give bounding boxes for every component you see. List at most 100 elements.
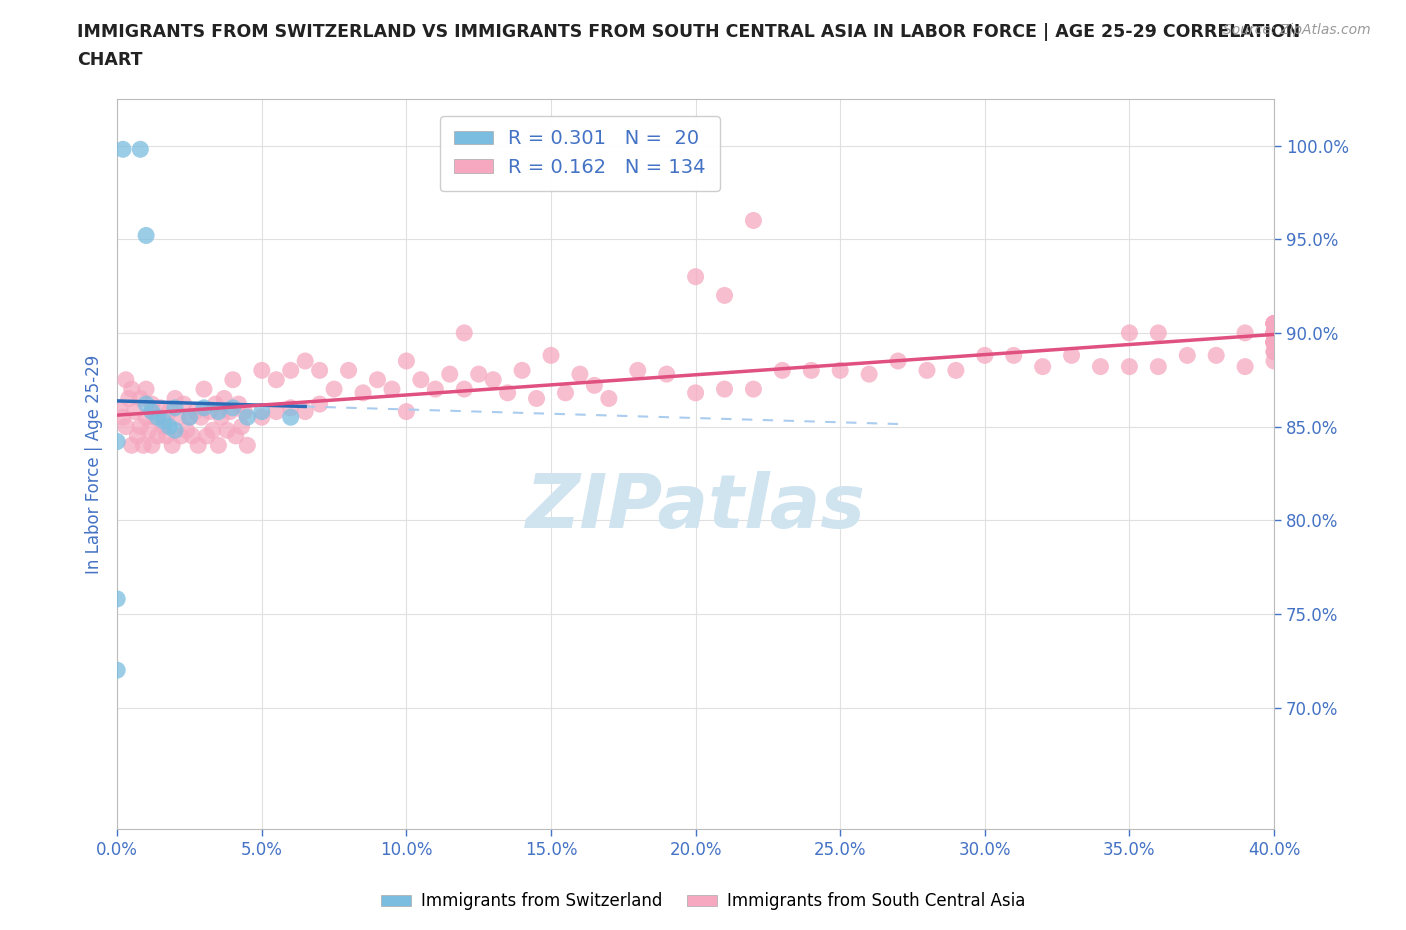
- Point: [179, 410, 201, 425]
- Point: [439, 366, 461, 381]
- Point: [184, 405, 207, 419]
- Text: IMMIGRANTS FROM SWITZERLAND VS IMMIGRANTS FROM SOUTH CENTRAL ASIA IN LABOR FORCE: IMMIGRANTS FROM SWITZERLAND VS IMMIGRANT…: [77, 23, 1301, 41]
- Point: [233, 405, 256, 419]
- Point: [482, 372, 505, 387]
- Point: [105, 663, 128, 678]
- Point: [1263, 316, 1285, 331]
- Point: [1263, 353, 1285, 368]
- Point: [1263, 316, 1285, 331]
- Point: [236, 438, 259, 453]
- Point: [152, 414, 174, 429]
- Point: [201, 423, 224, 438]
- Point: [115, 419, 138, 434]
- Point: [121, 438, 143, 453]
- Point: [1263, 316, 1285, 331]
- Point: [627, 363, 650, 378]
- Point: [163, 401, 186, 416]
- Y-axis label: In Labor Force | Age 25-29: In Labor Force | Age 25-29: [86, 354, 103, 574]
- Point: [1263, 335, 1285, 350]
- Point: [1263, 344, 1285, 359]
- Point: [231, 419, 253, 434]
- Point: [111, 142, 134, 157]
- Point: [280, 401, 302, 416]
- Point: [163, 391, 186, 405]
- Point: [217, 423, 239, 438]
- Point: [129, 142, 152, 157]
- Point: [141, 405, 163, 419]
- Point: [337, 363, 360, 378]
- Point: [1002, 348, 1025, 363]
- Point: [1060, 348, 1083, 363]
- Point: [1263, 326, 1285, 340]
- Point: [1263, 316, 1285, 331]
- Point: [222, 401, 245, 416]
- Point: [583, 378, 606, 392]
- Point: [1263, 335, 1285, 350]
- Point: [770, 363, 793, 378]
- Point: [141, 438, 163, 453]
- Point: [146, 410, 169, 425]
- Point: [1175, 348, 1198, 363]
- Text: ZIPatlas: ZIPatlas: [526, 472, 866, 544]
- Point: [1263, 326, 1285, 340]
- Point: [193, 381, 215, 396]
- Point: [1263, 335, 1285, 350]
- Point: [554, 385, 576, 400]
- Point: [135, 397, 157, 412]
- Point: [1147, 326, 1170, 340]
- Point: [176, 423, 198, 438]
- Point: [496, 385, 519, 400]
- Point: [193, 401, 215, 416]
- Point: [209, 410, 232, 425]
- Point: [170, 429, 193, 444]
- Point: [121, 381, 143, 396]
- Point: [323, 381, 346, 396]
- Point: [1263, 326, 1285, 340]
- Point: [1263, 344, 1285, 359]
- Point: [146, 429, 169, 444]
- Text: CHART: CHART: [77, 51, 143, 69]
- Point: [1032, 359, 1054, 374]
- Point: [190, 410, 212, 425]
- Point: [1205, 348, 1227, 363]
- Point: [179, 410, 201, 425]
- Point: [167, 410, 190, 425]
- Point: [381, 381, 404, 396]
- Point: [294, 405, 316, 419]
- Point: [163, 423, 186, 438]
- Point: [425, 381, 447, 396]
- Point: [157, 419, 180, 434]
- Point: [173, 397, 195, 412]
- Point: [264, 372, 287, 387]
- Point: [510, 363, 533, 378]
- Point: [222, 372, 245, 387]
- Point: [129, 419, 152, 434]
- Point: [1147, 359, 1170, 374]
- Point: [135, 410, 157, 425]
- Point: [742, 213, 765, 228]
- Point: [105, 591, 128, 606]
- Point: [742, 381, 765, 396]
- Point: [132, 438, 155, 453]
- Point: [467, 366, 489, 381]
- Point: [713, 288, 735, 303]
- Point: [212, 391, 235, 405]
- Point: [409, 372, 432, 387]
- Point: [685, 385, 707, 400]
- Point: [264, 405, 287, 419]
- Point: [1263, 326, 1285, 340]
- Point: [858, 366, 880, 381]
- Point: [138, 423, 160, 438]
- Point: [124, 405, 146, 419]
- Point: [395, 405, 418, 419]
- Point: [1263, 335, 1285, 350]
- Point: [105, 434, 128, 449]
- Point: [915, 363, 938, 378]
- Point: [1090, 359, 1112, 374]
- Point: [945, 363, 967, 378]
- Point: [655, 366, 678, 381]
- Point: [228, 397, 250, 412]
- Point: [308, 397, 330, 412]
- Point: [1263, 316, 1285, 331]
- Point: [800, 363, 823, 378]
